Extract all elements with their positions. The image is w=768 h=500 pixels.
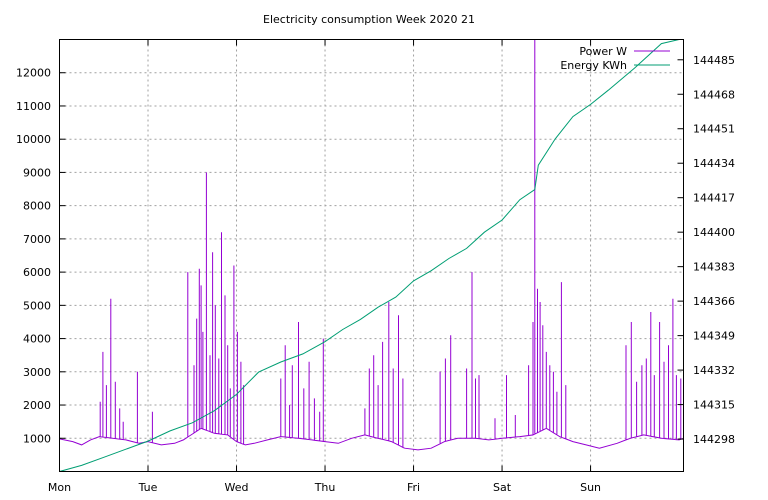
y-tick-label: 4000 <box>23 333 51 346</box>
y-tick-label: 10000 <box>16 133 51 146</box>
y2-tick-label: 144468 <box>693 88 735 101</box>
y-tick-label: 6000 <box>23 266 51 279</box>
y-tick-label: 9000 <box>23 166 51 179</box>
y2-tick-label: 144400 <box>693 226 735 239</box>
x-tick-label: Tue <box>138 481 158 494</box>
y2-tick-label: 144349 <box>693 330 735 343</box>
chart-title: Electricity consumption Week 2020 21 <box>263 13 475 26</box>
x-tick-label: Thu <box>314 481 336 494</box>
y-tick-label: 12000 <box>16 67 51 80</box>
y-tick-label: 11000 <box>16 100 51 113</box>
grid <box>59 39 684 472</box>
y2-tick-label: 144485 <box>693 54 735 67</box>
legend-label: Energy KWh <box>560 59 627 72</box>
x-tick-label: Fri <box>407 481 420 494</box>
y-tick-label: 2000 <box>23 399 51 412</box>
y2-tick-label: 144434 <box>693 157 735 170</box>
series-power-w-line <box>59 39 684 451</box>
y2-tick-label: 144366 <box>693 295 735 308</box>
plot-area <box>59 39 684 472</box>
y-tick-label: 1000 <box>23 432 51 445</box>
series-energy-kwh-line <box>59 39 680 472</box>
y2-tick-label: 144417 <box>693 192 735 205</box>
y2-tick-label: 144332 <box>693 364 735 377</box>
y2-tick-label: 144451 <box>693 123 735 136</box>
y-tick-label: 7000 <box>23 233 51 246</box>
y-tick-label: 3000 <box>23 366 51 379</box>
axes: Mon Tue Wed Thu Fri Sat Sun 1000 2000 3000 4000 500… <box>16 39 735 494</box>
y2-tick-label: 144383 <box>693 261 735 274</box>
x-tick-label: Sat <box>493 481 512 494</box>
plot-frame <box>59 39 684 472</box>
x-tick-label: Wed <box>225 481 249 494</box>
x-tick-label: Mon <box>48 481 71 494</box>
y-tick-label: 8000 <box>23 200 51 213</box>
y2-tick-label: 144315 <box>693 399 735 412</box>
x-tick-label: Sun <box>580 481 601 494</box>
legend-label: Power W <box>579 45 627 58</box>
y-tick-label: 5000 <box>23 299 51 312</box>
y2-tick-label: 144298 <box>693 433 735 446</box>
